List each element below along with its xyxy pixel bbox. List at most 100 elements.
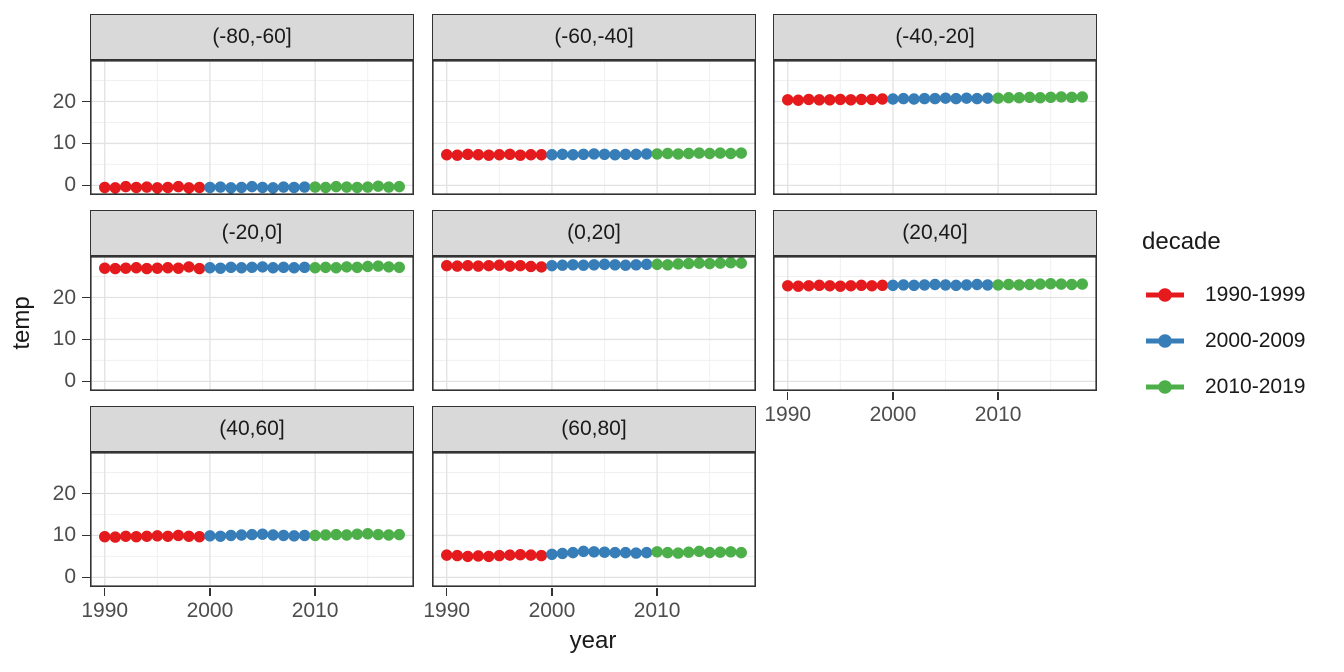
facet-strip-label: (20,40] — [902, 221, 968, 244]
data-point — [897, 92, 910, 105]
data-point — [267, 262, 279, 274]
data-point — [845, 280, 857, 292]
legend-item: 2010-2019 — [1142, 364, 1305, 410]
data-point — [504, 148, 516, 161]
facet-strip-label: (60,80] — [561, 417, 627, 440]
data-point — [725, 257, 737, 269]
data-point — [393, 180, 405, 193]
data-point — [918, 92, 931, 105]
facet-strip-label: (-40,-20] — [895, 25, 975, 48]
data-point — [151, 182, 164, 194]
legend-key-line-point-icon — [1146, 288, 1184, 302]
data-point — [472, 260, 484, 272]
data-point — [514, 259, 527, 272]
data-point — [725, 546, 737, 558]
data-point — [214, 262, 227, 274]
data-point — [897, 279, 910, 291]
data-point — [472, 550, 484, 562]
data-point — [1023, 278, 1036, 291]
data-point — [340, 529, 353, 541]
data-point — [151, 530, 164, 542]
data-point — [651, 258, 663, 271]
data-point — [298, 261, 311, 274]
y-tick-label: 10 — [52, 523, 76, 547]
data-point — [672, 148, 684, 160]
facet-strip-label: (-60,-40] — [554, 25, 634, 48]
legend-label: 2010-2019 — [1205, 375, 1306, 398]
data-point — [162, 262, 174, 274]
data-point — [130, 530, 142, 543]
data-point — [246, 180, 258, 193]
data-point — [267, 182, 279, 194]
data-point — [504, 549, 516, 561]
legend-label: 2000-2009 — [1205, 329, 1306, 352]
x-tick-label: 2010 — [633, 599, 681, 622]
data-point — [504, 260, 516, 272]
data-point — [462, 550, 474, 563]
data-point — [824, 94, 836, 106]
data-point — [556, 547, 569, 560]
data-point — [183, 530, 195, 542]
data-point — [340, 181, 353, 193]
data-point — [493, 549, 506, 562]
data-point — [1034, 278, 1046, 290]
facet-strip-label: (40,60] — [219, 417, 285, 440]
data-point — [288, 262, 300, 274]
data-point — [992, 92, 1004, 104]
data-point — [235, 529, 248, 541]
data-point — [525, 260, 537, 273]
data-point — [183, 261, 195, 273]
facet-panel — [773, 60, 1097, 195]
data-point — [1076, 278, 1088, 290]
data-point — [556, 259, 569, 271]
data-point — [609, 259, 621, 271]
data-point — [672, 258, 684, 270]
data-point — [393, 528, 405, 541]
x-tick-label: 2000 — [528, 599, 576, 622]
data-point — [441, 259, 453, 272]
facet-panel — [773, 256, 1097, 391]
data-point — [267, 529, 279, 541]
data-point — [866, 93, 878, 106]
data-point — [109, 182, 121, 194]
data-point — [298, 529, 311, 542]
data-point — [441, 549, 453, 561]
data-point — [330, 262, 342, 274]
x-tick-mark — [997, 392, 999, 400]
y-tick-mark — [82, 338, 90, 341]
data-point — [661, 147, 674, 160]
x-tick-label: 2000 — [869, 403, 917, 426]
data-point — [908, 93, 920, 105]
data-point — [939, 92, 952, 104]
data-point — [834, 280, 847, 292]
data-point — [672, 547, 684, 559]
data-point — [1045, 91, 1057, 104]
data-point — [960, 279, 973, 291]
x-tick-label: 1990 — [423, 599, 471, 622]
data-point — [493, 149, 506, 161]
data-point — [525, 149, 537, 161]
facet-strip: (-80,-60] — [90, 14, 414, 60]
data-point — [682, 257, 695, 270]
data-point — [451, 549, 463, 562]
data-point — [172, 180, 185, 193]
x-tick-mark — [786, 392, 789, 400]
y-tick-label: 20 — [52, 285, 76, 309]
legend-label: 1990-1999 — [1205, 283, 1306, 306]
data-point — [929, 92, 941, 105]
data-point — [225, 529, 237, 542]
data-point — [866, 280, 878, 292]
x-tick-label: 2000 — [186, 599, 234, 622]
facet-strip: (0,20] — [432, 210, 756, 256]
data-point — [319, 529, 332, 541]
data-point — [351, 528, 363, 540]
data-point — [256, 181, 269, 194]
x-tick-mark — [314, 588, 316, 596]
data-point — [393, 261, 405, 274]
data-point — [950, 92, 962, 105]
y-tick-label: 10 — [52, 131, 76, 155]
data-point — [1055, 91, 1067, 103]
y-tick-mark — [82, 576, 90, 579]
data-point — [971, 278, 983, 291]
facet-strip: (-60,-40] — [432, 14, 756, 60]
